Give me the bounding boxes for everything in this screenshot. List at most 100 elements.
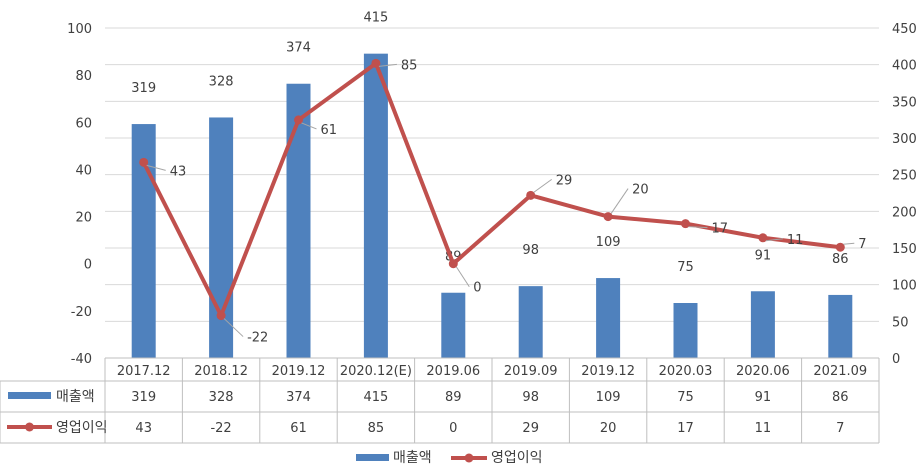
bar-value-label: 75: [677, 260, 694, 275]
table-cell-profit: 85: [368, 421, 385, 436]
table-cell-sales: 328: [209, 390, 234, 405]
left-axis-tick-label: 100: [67, 22, 92, 37]
data-label-leader: [378, 63, 397, 67]
table-cell-profit: 11: [755, 421, 772, 436]
line-value-label: 7: [858, 237, 866, 252]
bar: [286, 83, 311, 358]
data-label-leader: [533, 178, 552, 193]
left-axis-tick-label: 40: [75, 163, 92, 178]
left-axis-tick-label: -20: [71, 305, 92, 320]
table-cell-profit: 43: [135, 421, 152, 436]
line-value-label: 11: [787, 233, 804, 248]
category-label: 2019.12: [272, 364, 326, 379]
line-point: [139, 157, 149, 167]
bar-value-label: 91: [755, 248, 772, 263]
bar: [518, 286, 543, 358]
table-row-header: 영업이익: [56, 420, 108, 436]
bar-value-label: 109: [596, 235, 621, 250]
left-axis-tick-label: 20: [75, 211, 92, 226]
right-axis-tick-label: 400: [892, 59, 917, 74]
category-label: 2020.12(E): [340, 364, 412, 379]
right-axis-tick-label: 50: [892, 315, 909, 330]
table-cell-profit: 0: [449, 421, 457, 436]
line-value-label: -22: [247, 331, 268, 346]
bar-value-label: 319: [131, 81, 156, 96]
bar-value-label: 98: [522, 243, 539, 258]
bar: [828, 294, 853, 358]
line-value-label: 29: [556, 173, 573, 188]
table-cell-sales: 89: [445, 390, 462, 405]
table-legend-key-bar: [8, 392, 51, 399]
right-axis-tick-label: 300: [892, 132, 917, 147]
data-label-leader: [301, 122, 317, 130]
table-cell-sales: 415: [363, 390, 388, 405]
table-cell-profit: 29: [522, 421, 539, 436]
right-axis-tick-label: 200: [892, 205, 917, 220]
category-label: 2020.06: [736, 364, 790, 379]
category-label: 2019.06: [426, 364, 480, 379]
line-value-label: 61: [321, 123, 338, 138]
category-label: 2019.12: [581, 364, 635, 379]
table-cell-sales: 109: [596, 390, 621, 405]
bar: [750, 291, 775, 358]
line-point: [758, 233, 768, 243]
line-point: [371, 58, 381, 68]
category-label: 2017.12: [117, 364, 171, 379]
category-label: 2020.03: [659, 364, 713, 379]
line-point: [448, 259, 458, 269]
line-value-label: 43: [170, 164, 187, 179]
line-series: [141, 61, 841, 318]
line-point: [603, 212, 613, 222]
line-point: [681, 219, 690, 229]
left-axis-tick-label: -40: [71, 352, 92, 367]
data-label-leader: [146, 164, 166, 171]
line-point: [526, 190, 536, 200]
table-cell-sales: 91: [755, 390, 772, 405]
category-label: 2018.12: [194, 364, 248, 379]
right-axis-tick-label: 250: [892, 169, 917, 184]
data-label-leader: [843, 242, 855, 245]
bar: [673, 303, 698, 358]
table-cell-profit: 20: [600, 421, 617, 436]
bar: [363, 53, 388, 359]
table-cell-profit: 7: [836, 421, 844, 436]
table-cell-sales: 374: [286, 390, 311, 405]
legend-key-point: [464, 453, 474, 463]
data-label-leader: [223, 318, 244, 337]
data-label-leader: [688, 226, 708, 229]
table-cell-sales: 98: [522, 390, 539, 405]
table-cell-sales: 75: [677, 390, 694, 405]
left-axis-tick-label: 60: [75, 116, 92, 131]
bar: [596, 278, 621, 358]
legend-key-bar: [356, 454, 389, 461]
table-legend-key-point: [25, 422, 34, 432]
bar: [209, 117, 234, 358]
right-axis-tick-label: 350: [892, 95, 917, 110]
bar: [441, 292, 466, 358]
table-cell-profit: 61: [290, 421, 307, 436]
line-value-label: 17: [712, 222, 729, 237]
bar-value-label: 328: [209, 74, 234, 89]
left-axis-tick-label: 0: [84, 258, 92, 273]
line-value-label: 20: [632, 183, 649, 198]
bar-value-label: 86: [832, 252, 849, 267]
line-point: [216, 311, 226, 321]
data-label-leader: [610, 188, 629, 214]
bar-value-label: 374: [286, 41, 311, 56]
table-cell-profit: 17: [677, 421, 694, 436]
left-axis-tick-label: 80: [75, 69, 92, 84]
right-axis-tick-label: 0: [892, 352, 900, 367]
bar-value-label: 415: [363, 11, 388, 26]
right-axis-tick-label: 100: [892, 279, 917, 294]
right-axis-tick-label: 450: [892, 22, 917, 37]
line-value-label: 85: [401, 58, 418, 73]
right-axis-tick-label: 150: [892, 242, 917, 257]
data-label-leader: [455, 266, 470, 287]
table-cell-profit: -22: [210, 421, 231, 436]
table-row-header: 매출액: [56, 389, 95, 405]
legend-label: 매출액: [393, 450, 432, 466]
table-cell-sales: 86: [832, 390, 849, 405]
table-cell-sales: 319: [131, 390, 156, 405]
